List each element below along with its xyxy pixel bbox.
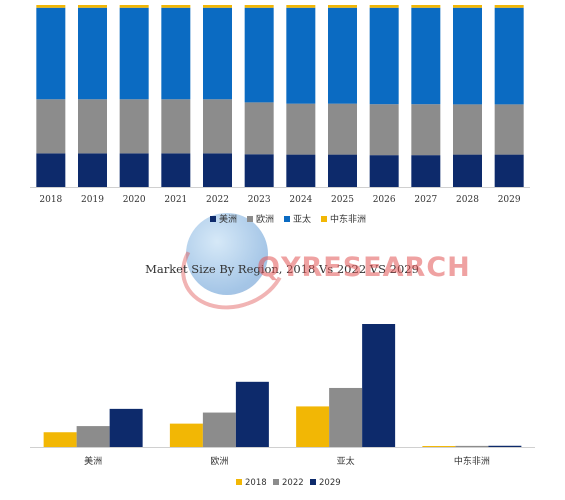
x-tick-label: 亚太 <box>337 455 355 467</box>
bar-欧洲-2027 <box>411 104 441 156</box>
bar-欧洲-2029 <box>494 104 524 155</box>
legend-swatch <box>247 216 253 222</box>
globe-icon <box>186 213 268 295</box>
x-tick-label: 2027 <box>414 195 437 205</box>
bar-中东非洲-2024 <box>286 5 316 8</box>
bar-中东非洲-2026 <box>369 5 399 8</box>
bar-中东非洲-2019 <box>78 5 107 8</box>
bar-欧洲-2024 <box>286 103 316 155</box>
bar-中东非洲-2028 <box>453 5 482 8</box>
bar-中东非洲-2020 <box>119 5 149 8</box>
bar-欧洲-2020 <box>119 99 149 154</box>
legend-label: 2029 <box>319 478 341 488</box>
legend-swatch <box>236 479 242 485</box>
legend: 2018 2022 2029 <box>236 478 341 488</box>
bar-美洲-2019 <box>78 153 107 187</box>
x-tick-label: 欧洲 <box>210 455 228 467</box>
bar-美洲-2021 <box>161 153 191 187</box>
bar-美洲-2026 <box>369 155 399 187</box>
bar-亚太-2023 <box>244 7 274 103</box>
bar-亚太-2018 <box>36 7 66 100</box>
legend-swatch <box>273 479 279 485</box>
bar-美洲-2018 <box>43 432 77 447</box>
bar-中东非洲-2029 <box>494 5 524 8</box>
bar-亚太-2022 <box>329 387 363 447</box>
bar-欧洲-2029 <box>235 381 269 447</box>
x-tick-label: 美洲 <box>84 455 102 467</box>
stacked-share-chart: 2018 2019 2020 2021 2022 2023 2024 2025 2026 2027… <box>30 5 530 225</box>
x-tick-label: 2023 <box>248 195 271 205</box>
bar-中东非洲-2018 <box>422 446 456 447</box>
bar-亚太-2022 <box>203 7 232 100</box>
bar-中东非洲-2021 <box>161 5 191 8</box>
x-tick-label: 2024 <box>289 195 312 205</box>
bar-欧洲-2021 <box>161 99 191 154</box>
bar-中东非洲-2022 <box>203 5 232 8</box>
bar-亚太-2018 <box>296 406 330 447</box>
bar-欧洲-2018 <box>169 423 203 447</box>
legend-label: 欧洲 <box>256 213 274 225</box>
bar-中东非洲-2023 <box>244 5 274 8</box>
bar-亚太-2019 <box>78 7 107 100</box>
bar-中东非洲-2027 <box>411 5 441 8</box>
bar-欧洲-2022 <box>202 412 236 447</box>
bar-美洲-2023 <box>244 154 274 187</box>
bar-亚太-2029 <box>362 324 396 447</box>
x-tick-label: 2029 <box>498 195 521 205</box>
bar-欧洲-2022 <box>203 99 232 154</box>
bar-亚太-2029 <box>494 7 524 105</box>
bar-中东非洲-2025 <box>328 5 357 8</box>
bar-亚太-2028 <box>453 7 482 105</box>
chart-title: Market Size By Region, 2018 Vs 2022 VS 2… <box>145 262 419 276</box>
legend: 美洲 欧洲 亚太 中东非洲 <box>210 213 366 225</box>
legend-label: 亚太 <box>293 213 311 225</box>
x-tick-label: 2026 <box>373 195 396 205</box>
bar-美洲-2028 <box>453 154 482 187</box>
bar-美洲-2025 <box>328 154 357 187</box>
x-tick-label: 2019 <box>81 195 104 205</box>
bar-中东非洲-2029 <box>488 445 522 447</box>
legend-label: 2018 <box>245 478 267 488</box>
legend-swatch <box>310 479 316 485</box>
bar-欧洲-2018 <box>36 99 66 154</box>
legend-swatch <box>210 216 216 222</box>
bar-欧洲-2026 <box>369 104 399 156</box>
bar-美洲-2018 <box>36 153 66 187</box>
x-tick-label: 2022 <box>206 195 229 205</box>
legend-swatch <box>321 216 327 222</box>
x-tick-label: 2028 <box>456 195 479 205</box>
bar-美洲-2020 <box>119 153 149 187</box>
bar-欧洲-2028 <box>453 104 482 155</box>
bar-美洲-2027 <box>411 155 441 187</box>
x-tick-label: 2020 <box>123 195 146 205</box>
bar-美洲-2029 <box>109 408 143 447</box>
x-tick-label: 中东非洲 <box>454 455 490 467</box>
bar-亚太-2026 <box>369 7 399 105</box>
bar-亚太-2021 <box>161 7 191 100</box>
bar-欧洲-2023 <box>244 102 274 155</box>
x-tick-label: 2018 <box>39 195 62 205</box>
legend-label: 中东非洲 <box>330 213 366 225</box>
bar-欧洲-2019 <box>78 99 107 154</box>
x-tick-label: 2021 <box>164 195 187 205</box>
legend-label: 2022 <box>282 478 304 488</box>
bar-美洲-2024 <box>286 154 316 187</box>
x-tick-label: 2025 <box>331 195 354 205</box>
legend-label: 美洲 <box>219 213 237 225</box>
bar-亚太-2025 <box>328 7 357 104</box>
bar-中东非洲-2022 <box>455 445 489 447</box>
bar-欧洲-2025 <box>328 103 357 155</box>
bar-中东非洲-2018 <box>36 5 66 8</box>
bar-美洲-2029 <box>494 154 524 187</box>
bar-美洲-2022 <box>76 426 110 447</box>
bar-美洲-2022 <box>203 153 232 187</box>
bar-亚太-2020 <box>119 7 149 100</box>
legend-swatch <box>284 216 290 222</box>
watermark-text: QYRESEARCH <box>257 252 471 283</box>
region-comparison-chart: Market Size By Region, 2018 Vs 2022 VS 2… <box>30 262 535 488</box>
bar-亚太-2027 <box>411 7 441 105</box>
bar-亚太-2024 <box>286 7 316 104</box>
